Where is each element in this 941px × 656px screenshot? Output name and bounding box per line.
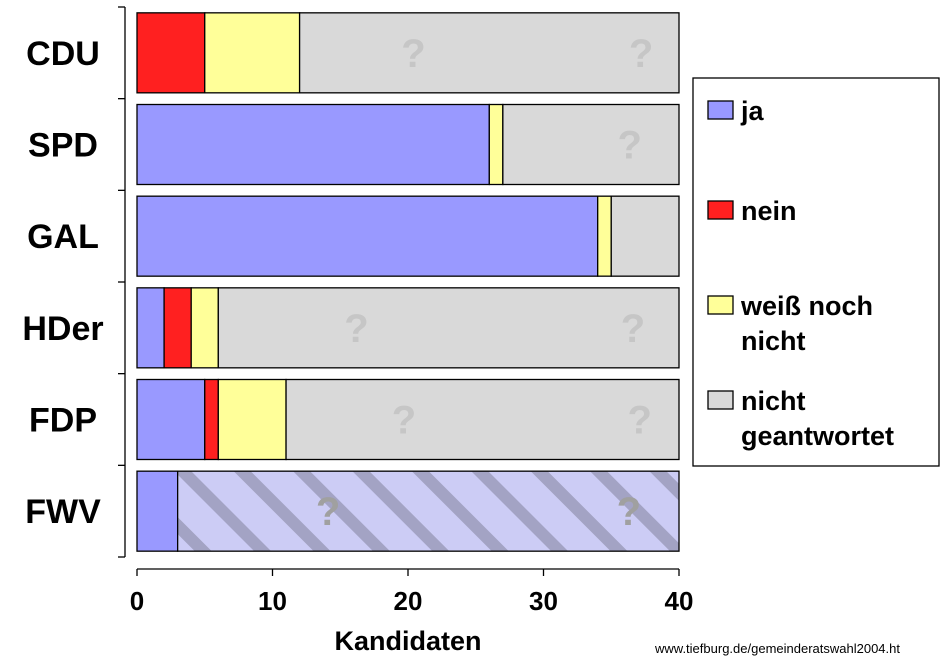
bar-cdu-nein [136,12,206,94]
legend-swatch-weiss-noch-nicht [707,295,734,315]
footer-url: www.tiefburg.de/gemeinderatswahl2004.ht [654,641,900,656]
bar-gal-nicht-geantwortet [610,195,680,277]
bar-hder-weiss-noch-nicht [190,287,219,369]
bar-spd-weiss-noch-nicht [488,103,504,186]
legend-label-weiss-noch-nicht-line-1: weiß noch [740,291,873,321]
question-mark-fdp-1: ? [392,399,416,443]
question-mark-cdu-1: ? [401,32,425,76]
bar-fdp-weiss-noch-nicht [217,378,287,461]
legend-label-ja: ja [740,96,765,126]
plot-area: ????????? [136,12,680,552]
question-mark-hder-1: ? [344,307,368,351]
bar-spd-ja [136,103,490,186]
question-mark-cdu-2: ? [629,32,653,76]
x-axis-title: Kandidaten [334,626,481,656]
bar-fdp-nicht-geantwortet [285,378,680,461]
bar-spd-nicht-geantwortet [502,103,680,186]
question-mark-fdp-2: ? [627,399,651,443]
question-mark-spd-1: ? [617,124,641,168]
bar-cdu-weiss-noch-nicht [204,12,301,94]
axes: CDU SPD GAL HDer FDP FWV 0 10 20 30 40 [22,6,694,616]
bar-hder-nein [163,287,192,369]
x-tick-label-10: 10 [258,586,287,616]
legend-label-nicht-geantwortet-line-2: geantwortet [741,421,894,451]
bar-gal-ja [136,195,599,277]
legend-swatch-nein [707,200,734,220]
legend-swatch-ja [707,100,734,120]
question-mark-hder-2: ? [621,307,645,351]
bar-fdp-ja [136,378,206,461]
category-label-fwv: FWV [25,493,101,531]
category-label-fdp: FDP [29,402,97,440]
legend-swatch-nicht-geantwortet [707,390,734,410]
legend-label-weiss-noch-nicht-line-2: nicht [741,326,806,356]
question-mark-fwv-2: ? [617,490,641,534]
category-label-gal: GAL [27,218,99,256]
bar-hder-nicht-geantwortet [217,287,680,369]
x-tick-label-30: 30 [529,586,558,616]
category-label-spd: SPD [28,127,98,165]
bar-fwv-ja [136,470,179,552]
legend-label-nicht-geantwortet-line-1: nicht [741,386,806,416]
bar-fdp-nein [204,378,219,461]
x-tick-label-20: 20 [394,586,423,616]
x-tick-label-40: 40 [665,586,694,616]
legend: ja nein weiß noch nicht nicht geantwortet [692,77,940,467]
bar-cdu-nicht-geantwortet [298,12,680,94]
question-mark-fwv-1: ? [316,490,340,534]
x-tick-label-0: 0 [130,586,144,616]
legend-box [692,77,940,467]
bar-gal-weiss-noch-nicht [597,195,612,277]
category-label-cdu: CDU [26,35,100,73]
legend-label-nein: nein [741,196,797,226]
bar-fwv-nicht-geantwortet [176,470,680,552]
bar-hder-ja [136,287,165,369]
category-label-hder: HDer [22,310,103,348]
